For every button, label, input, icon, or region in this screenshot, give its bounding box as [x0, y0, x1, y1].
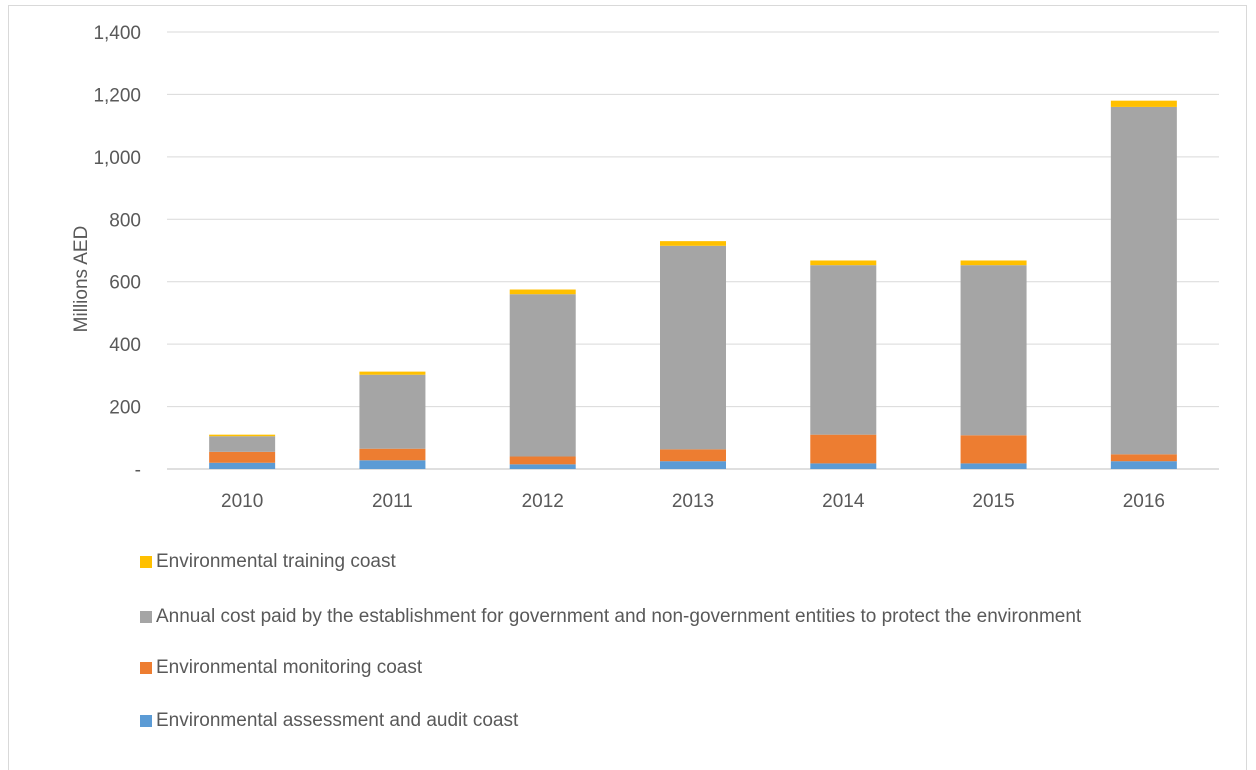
- bar-segment: [960, 265, 1027, 436]
- chart-frame: -200 400 600 800 1,000 1,200 1,400 2010 2011 201…: [8, 5, 1247, 770]
- y-tick-label: 400: [109, 335, 141, 356]
- y-tick-label: 1,000: [93, 148, 141, 169]
- x-tick-label: 2013: [672, 491, 714, 512]
- bar-segment: [359, 460, 426, 469]
- legend-label: Environmental monitoring coast: [156, 657, 423, 678]
- legend-swatch: [140, 662, 152, 674]
- y-tick-label: 200: [109, 398, 141, 419]
- legend-item: Annual cost paid by the establishment fo…: [140, 605, 1146, 629]
- bar-segment: [509, 456, 576, 465]
- bar-segment: [960, 435, 1027, 464]
- bar-segment: [509, 289, 576, 295]
- bar-segment: [509, 464, 576, 469]
- x-tick-label: 2012: [522, 491, 564, 512]
- x-tick-labels: 2010 2011 2012 2013 2014 2015 2016: [221, 491, 1165, 512]
- bar-segment: [660, 449, 726, 462]
- bar-segment: [810, 463, 877, 469]
- legend-swatch: [140, 611, 152, 623]
- bar-segment: [1110, 461, 1177, 469]
- bar-segment: [810, 260, 877, 266]
- bar-segment: [810, 434, 877, 464]
- y-tick-label: 1,400: [93, 23, 141, 44]
- legend-swatch: [140, 715, 152, 727]
- legend-item: Environmental training coast: [140, 550, 1146, 574]
- legend-swatch: [140, 556, 152, 568]
- y-tick-labels: - 200 400 600 800 1,000 1,200 1,400: [93, 23, 141, 481]
- bar-segment: [810, 265, 877, 435]
- legend-label: Annual cost paid by the establishment fo…: [156, 606, 1082, 627]
- bar-segment: [209, 436, 276, 452]
- x-tick-label: 2010: [221, 491, 263, 512]
- bar-segment: [1110, 100, 1177, 107]
- bar-segment: [660, 461, 726, 469]
- x-tick-label: 2016: [1123, 491, 1165, 512]
- bar-segment: [509, 294, 576, 457]
- bar-segment: [660, 245, 726, 450]
- y-tick-label: -: [135, 460, 141, 481]
- y-axis-label: Millions AED: [71, 226, 92, 333]
- bar-segment: [359, 371, 426, 375]
- bar-segment: [209, 451, 276, 463]
- x-tick-label: 2011: [372, 491, 413, 512]
- bar-segment: [209, 462, 276, 469]
- legend-item: Environmental assessment and audit coast: [140, 709, 1146, 733]
- bar-segment: [960, 260, 1027, 266]
- x-tick-label: 2014: [822, 491, 865, 512]
- bars: [209, 100, 1177, 469]
- x-tick-label: 2015: [972, 491, 1014, 512]
- bar-segment: [359, 374, 426, 449]
- bar-segment: [1110, 106, 1177, 455]
- legend-label: Environmental training coast: [156, 551, 396, 572]
- bar-segment: [359, 448, 426, 461]
- legend-item: Environmental monitoring coast: [140, 656, 1146, 680]
- y-tick-label: 1,200: [93, 85, 141, 106]
- bar-segment: [1110, 454, 1177, 462]
- y-tick-label: 800: [109, 210, 141, 231]
- y-tick-label: 600: [109, 273, 141, 294]
- bar-segment: [960, 463, 1027, 469]
- bar-segment: [660, 241, 726, 246]
- legend-label: Environmental assessment and audit coast: [156, 710, 519, 731]
- bar-segment: [209, 434, 276, 437]
